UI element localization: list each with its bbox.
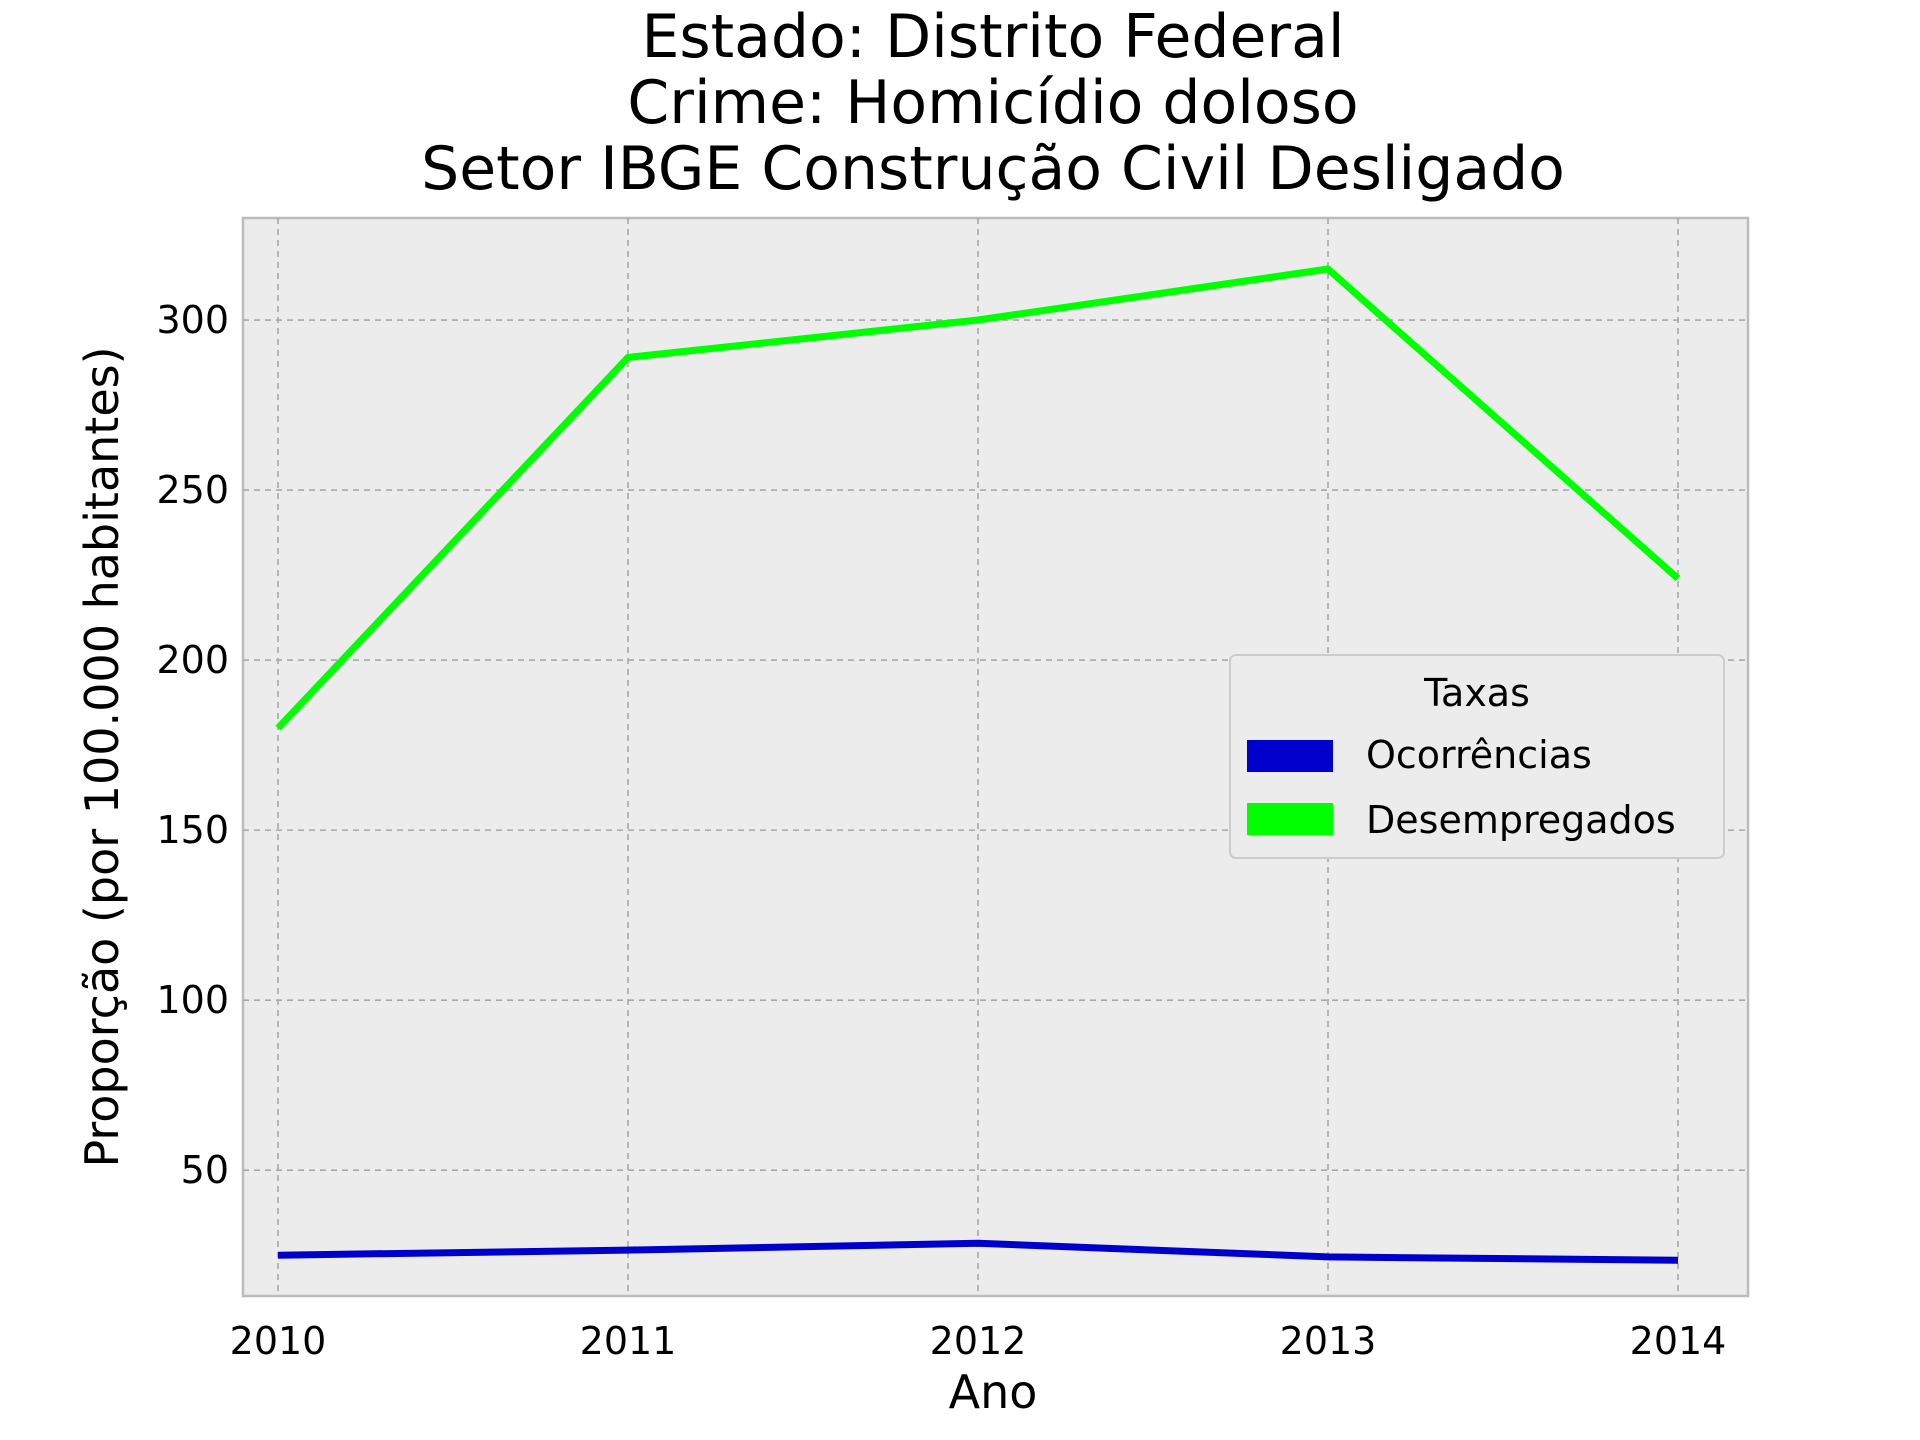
series-lines <box>275 265 1681 1264</box>
legend-swatch-ocorrencias <box>1247 740 1333 772</box>
legend: Taxas Ocorrências Desempregados <box>1229 654 1725 859</box>
x-axis-label: Ano <box>949 1365 1038 1419</box>
legend-label-desempregados: Desempregados <box>1366 798 1676 842</box>
legend-label-ocorrencias: Ocorrências <box>1366 733 1592 777</box>
chart-title: Estado: Distrito Federal Crime: Homicídi… <box>421 2 1565 204</box>
x-tick-label: 2012 <box>930 1319 1027 1363</box>
title-line-1: Estado: Distrito Federal <box>641 2 1344 72</box>
y-tick-label: 300 <box>156 298 229 342</box>
y-tick-label: 50 <box>181 1148 229 1192</box>
y-axis-label: Proporção (por 100.000 habitantes) <box>75 346 129 1167</box>
title-line-2: Crime: Homicídio doloso <box>627 68 1358 138</box>
y-tick-label: 100 <box>156 978 229 1022</box>
title-line-3: Setor IBGE Construção Civil Desligado <box>421 134 1565 204</box>
tick-labels: 2010 2011 2012 2013 2014 50 100 150 200 250 300 <box>156 298 1726 1363</box>
x-tick-label: 2010 <box>230 1319 327 1363</box>
x-tick-label: 2014 <box>1630 1319 1727 1363</box>
legend-box <box>1229 654 1725 859</box>
y-tick-label: 250 <box>156 468 229 512</box>
legend-swatch-desempregados <box>1247 803 1333 835</box>
y-tick-label: 200 <box>156 638 229 682</box>
legend-title: Taxas <box>1423 671 1530 715</box>
y-tick-label: 150 <box>156 808 229 852</box>
x-tick-label: 2011 <box>580 1319 677 1363</box>
x-tick-label: 2013 <box>1280 1319 1377 1363</box>
